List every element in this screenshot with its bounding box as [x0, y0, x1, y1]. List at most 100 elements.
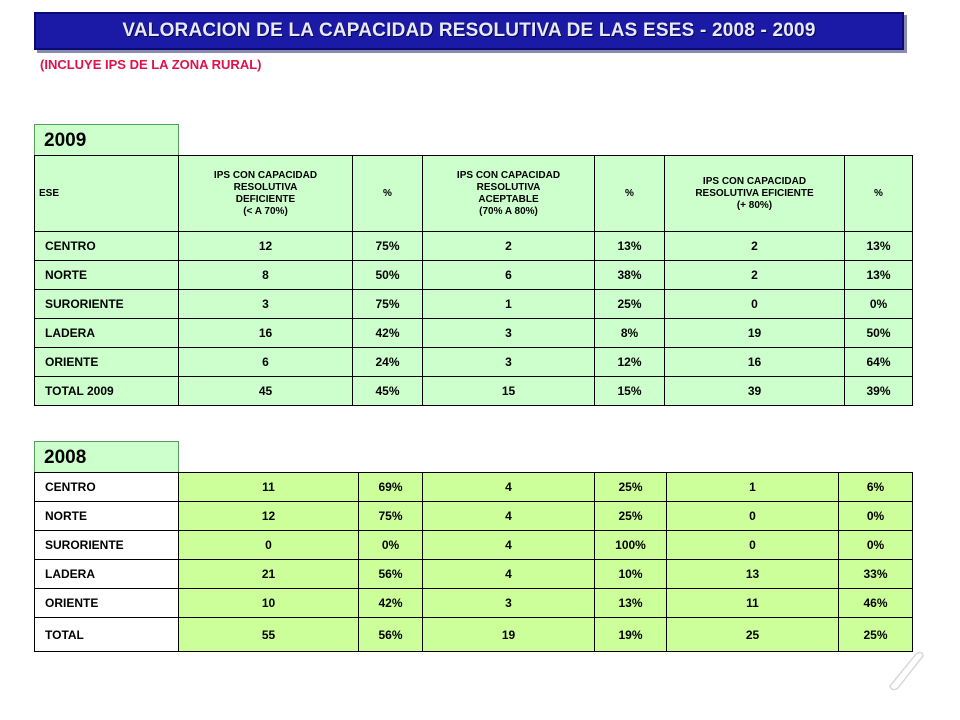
header-eficiente-line: RESOLUTIVA EFICIENTE: [695, 187, 814, 199]
eficiente-count: 19: [664, 318, 845, 348]
aceptable-pct: 19%: [594, 617, 667, 652]
deficiente-count: 12: [178, 231, 353, 261]
aceptable-pct: 12%: [594, 347, 665, 377]
aceptable-pct: 100%: [594, 530, 667, 560]
header-pct-aceptable: %: [594, 155, 665, 232]
deficiente-pct: 24%: [352, 347, 423, 377]
deficiente-pct: 75%: [352, 289, 423, 319]
deficiente-count: 21: [178, 559, 359, 589]
aceptable-count: 4: [422, 501, 595, 531]
deficiente-count: 45: [178, 376, 353, 406]
eficiente-pct: 33%: [838, 559, 913, 589]
eficiente-pct: 13%: [844, 231, 913, 261]
header-deficiente-line: RESOLUTIVA: [233, 181, 298, 193]
aceptable-count: 19: [422, 617, 595, 652]
ese-name: TOTAL: [34, 617, 179, 652]
deficiente-count: 11: [178, 472, 359, 502]
eficiente-pct: 39%: [844, 376, 913, 406]
header-pct-deficiente: %: [352, 155, 423, 232]
aceptable-count: 3: [422, 318, 595, 348]
header-ese: ESE: [34, 155, 179, 232]
header-deficiente: IPS CON CAPACIDAD RESOLUTIVA DEFICIENTE …: [178, 155, 353, 232]
header-eficiente: IPS CON CAPACIDAD RESOLUTIVA EFICIENTE (…: [664, 155, 845, 232]
aceptable-count: 2: [422, 231, 595, 261]
aceptable-count: 6: [422, 260, 595, 290]
aceptable-pct: 15%: [594, 376, 665, 406]
table-2008: CENTRO 11 69% 4 25% 1 6% NORTE 12 75% 4 25% 0 0% SUROR…: [34, 472, 913, 652]
table-total-row: TOTAL 2009 45 45% 15 15% 39 39%: [34, 376, 913, 406]
deficiente-pct: 75%: [352, 231, 423, 261]
header-aceptable-line: ACEPTABLE: [478, 193, 539, 205]
aceptable-pct: 13%: [594, 588, 667, 618]
aceptable-count: 4: [422, 559, 595, 589]
eficiente-count: 25: [666, 617, 839, 652]
ese-name: NORTE: [34, 260, 179, 290]
ese-name: SURORIENTE: [34, 289, 179, 319]
deficiente-count: 6: [178, 347, 353, 377]
ese-name: CENTRO: [34, 231, 179, 261]
aceptable-pct: 25%: [594, 289, 665, 319]
eficiente-count: 11: [666, 588, 839, 618]
deficiente-count: 3: [178, 289, 353, 319]
aceptable-count: 3: [422, 588, 595, 618]
aceptable-count: 3: [422, 347, 595, 377]
aceptable-pct: 13%: [594, 231, 665, 261]
table-header-row: ESE IPS CON CAPACIDAD RESOLUTIVA DEFICIE…: [34, 155, 913, 232]
header-aceptable: IPS CON CAPACIDAD RESOLUTIVA ACEPTABLE (…: [422, 155, 595, 232]
page-curl-icon: [889, 651, 924, 691]
aceptable-pct: 38%: [594, 260, 665, 290]
aceptable-pct: 25%: [594, 501, 667, 531]
deficiente-count: 12: [178, 501, 359, 531]
eficiente-count: 13: [666, 559, 839, 589]
deficiente-pct: 42%: [358, 588, 423, 618]
aceptable-count: 4: [422, 530, 595, 560]
table-total-row: TOTAL 55 56% 19 19% 25 25%: [34, 617, 913, 652]
deficiente-count: 0: [178, 530, 359, 560]
table-row: NORTE 8 50% 6 38% 2 13%: [34, 260, 913, 290]
eficiente-count: 16: [664, 347, 845, 377]
aceptable-count: 1: [422, 289, 595, 319]
eficiente-pct: 50%: [844, 318, 913, 348]
deficiente-pct: 56%: [358, 617, 423, 652]
table-row: NORTE 12 75% 4 25% 0 0%: [34, 501, 913, 531]
eficiente-pct: 0%: [844, 289, 913, 319]
eficiente-count: 2: [664, 260, 845, 290]
deficiente-pct: 45%: [352, 376, 423, 406]
deficiente-pct: 50%: [352, 260, 423, 290]
table-row: CENTRO 11 69% 4 25% 1 6%: [34, 472, 913, 502]
header-aceptable-line: IPS CON CAPACIDAD: [456, 169, 561, 181]
ese-name: TOTAL 2009: [34, 376, 179, 406]
table-row: ORIENTE 10 42% 3 13% 11 46%: [34, 588, 913, 618]
ese-name: ORIENTE: [34, 588, 179, 618]
deficiente-pct: 56%: [358, 559, 423, 589]
aceptable-count: 15: [422, 376, 595, 406]
aceptable-pct: 25%: [594, 472, 667, 502]
eficiente-count: 39: [664, 376, 845, 406]
aceptable-pct: 8%: [594, 318, 665, 348]
aceptable-pct: 10%: [594, 559, 667, 589]
header-eficiente-line: (+ 80%): [736, 199, 773, 211]
ese-name: LADERA: [34, 559, 179, 589]
eficiente-pct: 6%: [838, 472, 913, 502]
eficiente-pct: 46%: [838, 588, 913, 618]
ese-name: ORIENTE: [34, 347, 179, 377]
eficiente-pct: 13%: [844, 260, 913, 290]
header-pct-eficiente: %: [844, 155, 913, 232]
ese-name: NORTE: [34, 501, 179, 531]
deficiente-count: 16: [178, 318, 353, 348]
eficiente-count: 0: [666, 501, 839, 531]
ese-name: LADERA: [34, 318, 179, 348]
eficiente-count: 0: [666, 530, 839, 560]
table-row: ORIENTE 6 24% 3 12% 16 64%: [34, 347, 913, 377]
deficiente-pct: 42%: [352, 318, 423, 348]
eficiente-pct: 0%: [838, 501, 913, 531]
ese-name: CENTRO: [34, 472, 179, 502]
eficiente-count: 0: [664, 289, 845, 319]
ese-name: SURORIENTE: [34, 530, 179, 560]
header-aceptable-line: (70% A 80%): [479, 205, 538, 217]
table-row: CENTRO 12 75% 2 13% 2 13%: [34, 231, 913, 261]
header-deficiente-line: (< A 70%): [243, 205, 288, 217]
deficiente-pct: 69%: [358, 472, 423, 502]
header-eficiente-line: IPS CON CAPACIDAD: [702, 175, 807, 187]
eficiente-count: 1: [666, 472, 839, 502]
